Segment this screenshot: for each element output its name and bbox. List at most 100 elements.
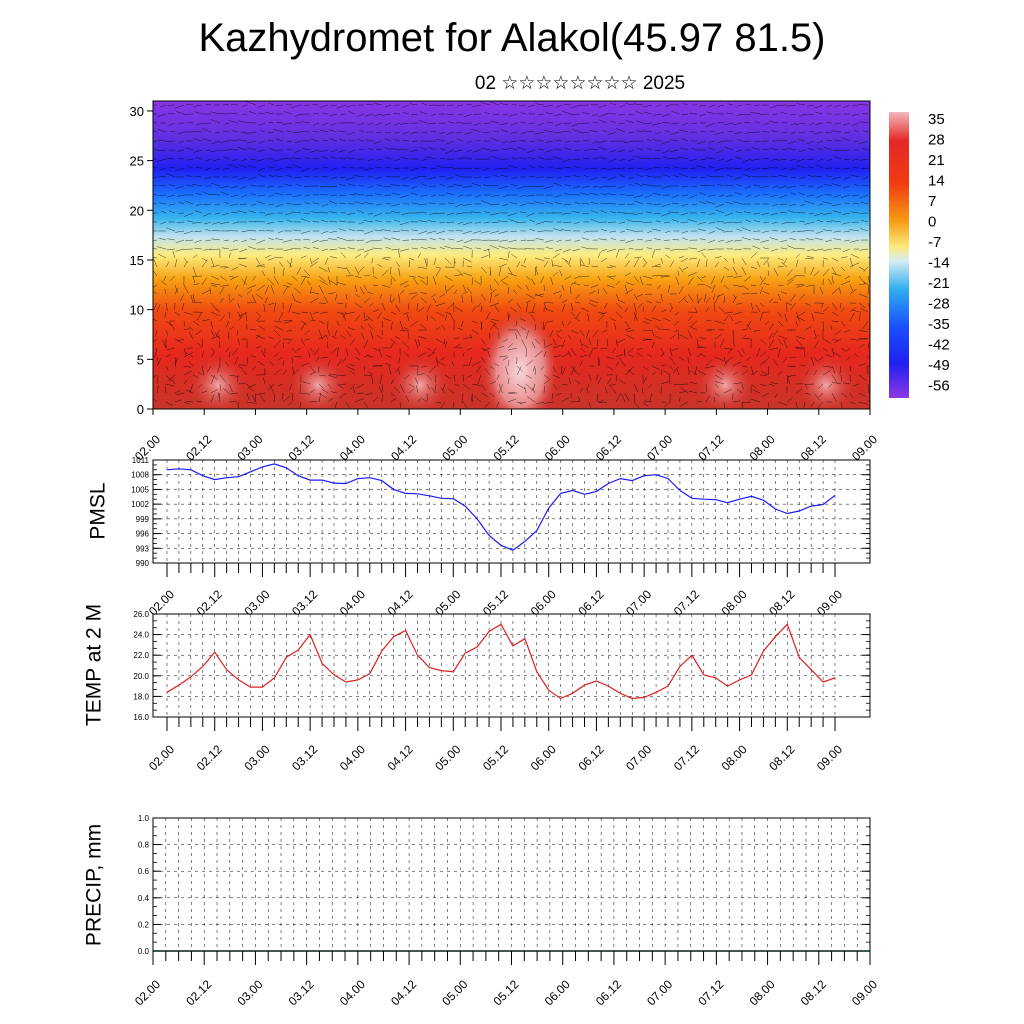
y-tick-label: 0.4 bbox=[138, 894, 150, 903]
x-tick-label: 06.12 bbox=[575, 742, 606, 773]
y-tick-label: 0 bbox=[137, 402, 144, 417]
x-tick-label: 03.12 bbox=[289, 742, 320, 773]
colorbar-label: 14 bbox=[928, 172, 945, 189]
heatmap-x-axis: 02.00 02.12 03.00 03.12 04.00 04.12 05.00 05.12… bbox=[132, 409, 880, 463]
y-tick-label: 1.0 bbox=[138, 814, 150, 823]
y-tick-label: 1005 bbox=[131, 485, 149, 494]
x-tick-label: 08.12 bbox=[798, 432, 829, 463]
x-tick-label: 04.00 bbox=[337, 742, 368, 773]
y-tick-label: 22.0 bbox=[133, 651, 149, 660]
colorbar-gradient bbox=[889, 112, 909, 398]
x-tick-label: 06.00 bbox=[528, 742, 559, 773]
precip-y-axis: 0.0 0.2 0.4 0.6 0.8 1.0 bbox=[138, 814, 870, 956]
x-tick-label: 07.00 bbox=[644, 977, 675, 1008]
x-tick-label: 05.12 bbox=[490, 977, 521, 1008]
x-tick-label: 06.00 bbox=[542, 977, 573, 1008]
y-tick-label: 1008 bbox=[131, 471, 149, 480]
x-tick-label: 03.12 bbox=[286, 432, 317, 463]
temp-series-line bbox=[166, 623, 836, 700]
x-tick-label: 07.12 bbox=[671, 742, 702, 773]
colorbar-label: -7 bbox=[928, 234, 941, 251]
colorbar-label: -28 bbox=[928, 295, 950, 312]
x-tick-label: 06.12 bbox=[593, 977, 624, 1008]
colorbar-label: -21 bbox=[928, 275, 950, 292]
x-tick-label: 02.12 bbox=[194, 742, 225, 773]
x-tick-label: 05.12 bbox=[480, 742, 511, 773]
x-tick-label: 05.00 bbox=[439, 432, 470, 463]
x-tick-label: 07.12 bbox=[695, 977, 726, 1008]
x-tick-label: 02.12 bbox=[183, 977, 214, 1008]
y-tick-label: 0.2 bbox=[138, 920, 150, 929]
heatmap-highlights bbox=[153, 101, 870, 409]
x-tick-label: 04.12 bbox=[385, 742, 416, 773]
precip-panel: 0.00.20.40.60.81.0 02.00 02.12 03.00 03.12 0… bbox=[83, 814, 881, 1008]
colorbar-label: 28 bbox=[928, 131, 945, 148]
x-tick-label: 07.00 bbox=[623, 742, 654, 773]
y-tick-label: 20.0 bbox=[133, 672, 149, 681]
temp-x-axis: 02.00 02.12 03.00 03.12 04.00 04.12 05.00 05.12… bbox=[146, 717, 845, 773]
x-tick-label: 06.12 bbox=[593, 432, 624, 463]
y-tick-label: 25 bbox=[130, 154, 144, 169]
x-tick-label: 08.00 bbox=[719, 742, 750, 773]
y-tick-label: 30 bbox=[130, 104, 144, 119]
y-tick-label: 1002 bbox=[131, 500, 149, 509]
colorbar: 35 28 21 14 7 0 -7 -14 -21 -28 -35 -42 -49 -56 bbox=[889, 111, 950, 398]
y-tick-label: 10 bbox=[130, 303, 144, 318]
heatmap-y-axis: 0 5 10 15 20 25 30 bbox=[130, 104, 153, 417]
colorbar-labels: 35 28 21 14 7 0 -7 -14 -21 -28 -35 -42 -49 -56 bbox=[928, 111, 950, 395]
temp-y-axis: 16.0 18.0 20.0 22.0 24.0 26.0 bbox=[133, 610, 870, 722]
x-tick-label: 09.00 bbox=[849, 977, 880, 1008]
x-tick-label: 09.00 bbox=[849, 432, 880, 463]
y-tick-label: 0.0 bbox=[138, 947, 150, 956]
colorbar-label: -14 bbox=[928, 254, 950, 271]
colorbar-label: 35 bbox=[928, 111, 945, 128]
pmsl-y-axis: 990 993 996 999 1002 1005 1008 1011 bbox=[131, 456, 870, 568]
x-tick-label: 04.12 bbox=[388, 432, 419, 463]
precip-x-axis: 02.00 02.12 03.00 03.12 04.00 04.12 05.00 05.12… bbox=[132, 951, 880, 1008]
x-tick-label: 09.00 bbox=[814, 742, 845, 773]
x-tick-label: 05.12 bbox=[490, 432, 521, 463]
colorbar-label: -42 bbox=[928, 336, 950, 353]
y-tick-label: 1011 bbox=[132, 456, 150, 465]
y-tick-label: 999 bbox=[136, 515, 150, 524]
y-tick-label: 15 bbox=[130, 253, 144, 268]
x-tick-label: 08.00 bbox=[747, 432, 778, 463]
x-tick-label: 07.12 bbox=[695, 432, 726, 463]
x-tick-label: 03.00 bbox=[234, 432, 265, 463]
x-tick-label: 05.00 bbox=[432, 742, 463, 773]
precip-grid bbox=[152, 817, 871, 952]
x-tick-label: 02.00 bbox=[146, 742, 177, 773]
y-tick-label: 993 bbox=[136, 544, 150, 553]
colorbar-label: -56 bbox=[928, 377, 950, 394]
y-tick-label: 5 bbox=[137, 352, 144, 367]
pmsl-x-axis: 02.00 02.12 03.00 03.12 04.00 04.12 05.00 05.12… bbox=[146, 563, 845, 618]
y-tick-label: 0.8 bbox=[138, 841, 150, 850]
pmsl-series-line bbox=[166, 463, 836, 551]
x-tick-label: 02.12 bbox=[183, 432, 214, 463]
y-tick-label: 990 bbox=[136, 559, 150, 568]
x-tick-label: 03.12 bbox=[286, 977, 317, 1008]
colorbar-label: 7 bbox=[928, 193, 936, 210]
x-tick-label: 02.00 bbox=[132, 977, 163, 1008]
colorbar-label: 21 bbox=[928, 152, 945, 169]
page-title: Kazhydromet for Alakol(45.97 81.5) bbox=[198, 16, 826, 60]
y-tick-label: 24.0 bbox=[133, 631, 149, 640]
x-tick-label: 08.12 bbox=[798, 977, 829, 1008]
x-tick-label: 06.00 bbox=[542, 432, 573, 463]
page-subtitle: 02 ☆☆☆☆☆☆☆☆ 2025 bbox=[474, 73, 686, 94]
x-tick-label: 03.00 bbox=[241, 742, 272, 773]
x-tick-label: 08.00 bbox=[747, 977, 778, 1008]
y-tick-label: 26.0 bbox=[133, 610, 149, 619]
y-tick-label: 20 bbox=[130, 203, 144, 218]
colorbar-label: -35 bbox=[928, 316, 950, 333]
y-tick-label: 16.0 bbox=[133, 713, 149, 722]
x-tick-label: 05.00 bbox=[439, 977, 470, 1008]
x-tick-label: 04.00 bbox=[337, 432, 368, 463]
temp-grid bbox=[153, 613, 870, 718]
colorbar-label: 0 bbox=[928, 213, 936, 230]
wind-vectors bbox=[153, 101, 870, 409]
x-tick-label: 07.00 bbox=[644, 432, 675, 463]
y-tick-label: 18.0 bbox=[133, 692, 149, 701]
